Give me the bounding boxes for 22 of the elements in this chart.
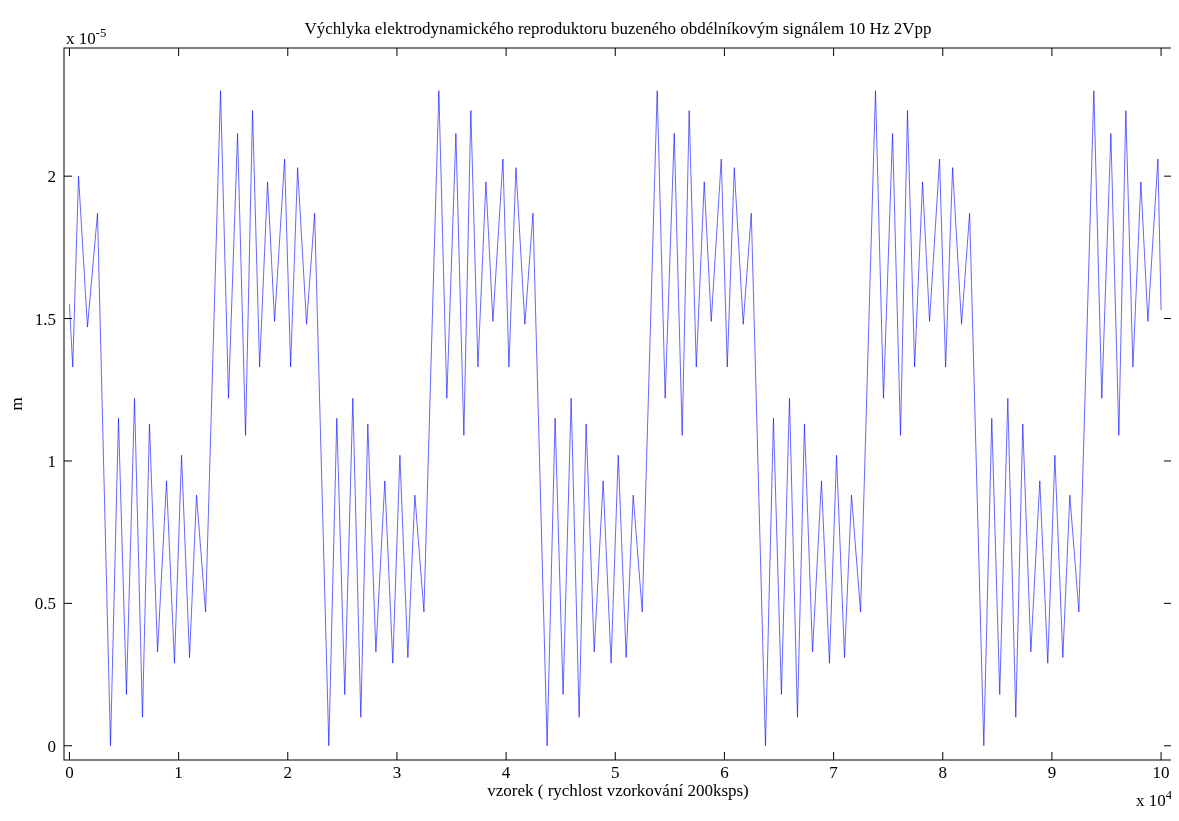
x-tick-label: 10 <box>1152 763 1170 782</box>
x-tick-label: 9 <box>1047 763 1057 782</box>
line-series <box>69 90 1162 747</box>
y-tick-label: 1 <box>47 451 56 471</box>
x-tick-label: 7 <box>829 763 839 782</box>
y-tick-label: 1.5 <box>34 309 56 329</box>
y-tick-label: 2 <box>47 167 56 187</box>
x-tick-label: 2 <box>283 763 293 782</box>
chart-title: Výchlyka elektrodynamického reproduktoru buzeného obdélníkovým signálem 10 Hz 2Vpp <box>304 19 932 38</box>
y-tick-label: 0 <box>47 736 56 756</box>
x-tick-label: 5 <box>611 763 620 782</box>
x-tick-label: 3 <box>392 763 402 782</box>
y-axis-title: m <box>7 397 26 411</box>
text: x 10$^{4}$ <box>1135 788 1173 810</box>
annotation: x 10$^{-5}$ <box>66 26 107 48</box>
x-tick-label: 0 <box>65 763 74 782</box>
y-tick-label: 0.5 <box>34 594 56 614</box>
x-tick-label: 8 <box>938 763 948 782</box>
x-tick-label: 4 <box>501 763 511 782</box>
x-tick-label: 6 <box>720 763 729 782</box>
x-axis-title: vzorek ( rychlost vzorkování 200ksps) <box>487 781 749 800</box>
x-tick-label: 1 <box>174 763 183 782</box>
